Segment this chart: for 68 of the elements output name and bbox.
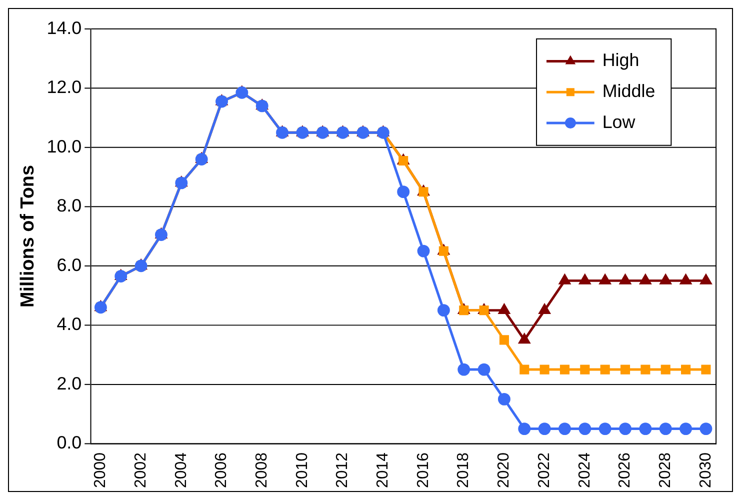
point — [640, 274, 651, 284]
point — [659, 422, 672, 436]
point — [499, 335, 509, 345]
point — [598, 422, 612, 436]
point — [479, 306, 489, 316]
point — [417, 244, 430, 258]
point — [660, 274, 672, 284]
y-tick-label: 2.0 — [56, 373, 82, 394]
x-tick-label: 2020 — [496, 452, 513, 488]
x-tick-label: 2002 — [132, 452, 150, 488]
point — [700, 274, 712, 284]
point — [498, 304, 510, 314]
point — [578, 422, 592, 436]
point — [418, 187, 428, 197]
x-tick-label: 2008 — [253, 452, 270, 488]
y-tick-label: 6.0 — [56, 254, 82, 275]
point — [639, 422, 652, 436]
point — [518, 334, 530, 344]
x-tick-label: 2028 — [656, 452, 674, 488]
point — [538, 422, 551, 436]
x-tick-label: 2018 — [455, 452, 472, 488]
y-tick-label: 14.0 — [46, 18, 82, 38]
point — [600, 274, 611, 284]
y-tick-label: 0.0 — [56, 432, 82, 453]
point — [559, 274, 570, 284]
y-axis-title: Millions of Tons — [18, 165, 39, 308]
point — [640, 364, 650, 374]
x-tick-label: 2026 — [616, 452, 634, 488]
point — [520, 364, 530, 374]
y-tick-label: 8.0 — [56, 196, 82, 216]
x-tick-label: 2030 — [697, 452, 714, 488]
x-tick-label: 2000 — [92, 452, 110, 488]
point — [680, 274, 692, 284]
point — [437, 304, 450, 317]
point — [600, 364, 610, 374]
legend-label: High — [602, 50, 640, 70]
x-tick-label: 2014 — [374, 452, 392, 488]
point — [620, 274, 631, 284]
legend-label: Low — [602, 112, 636, 132]
y-tick-label: 4.0 — [56, 314, 82, 334]
point — [660, 364, 670, 374]
point — [397, 186, 410, 198]
point — [700, 422, 712, 436]
point — [579, 274, 590, 284]
x-tick-label: 2010 — [294, 452, 311, 488]
point — [580, 364, 590, 374]
legend-label: Middle — [602, 81, 656, 102]
point — [538, 304, 550, 314]
point — [518, 422, 531, 436]
point — [680, 422, 692, 436]
y-tick-label: 12.0 — [46, 77, 82, 98]
point — [458, 363, 470, 376]
point — [478, 363, 490, 376]
x-tick-label: 2004 — [172, 452, 190, 488]
x-tick-label: 2006 — [213, 452, 230, 488]
point — [619, 422, 632, 436]
x-tick-label: 2022 — [536, 452, 553, 488]
point — [701, 364, 711, 374]
point — [681, 364, 691, 374]
y-tick-label: 10.0 — [46, 136, 82, 156]
point — [498, 392, 510, 406]
point — [540, 364, 550, 374]
x-tick-label: 2012 — [334, 452, 352, 488]
point — [558, 422, 571, 436]
point — [560, 364, 570, 374]
x-tick-label: 2024 — [576, 452, 594, 488]
x-tick-label: 2016 — [414, 452, 432, 488]
point — [620, 364, 630, 374]
